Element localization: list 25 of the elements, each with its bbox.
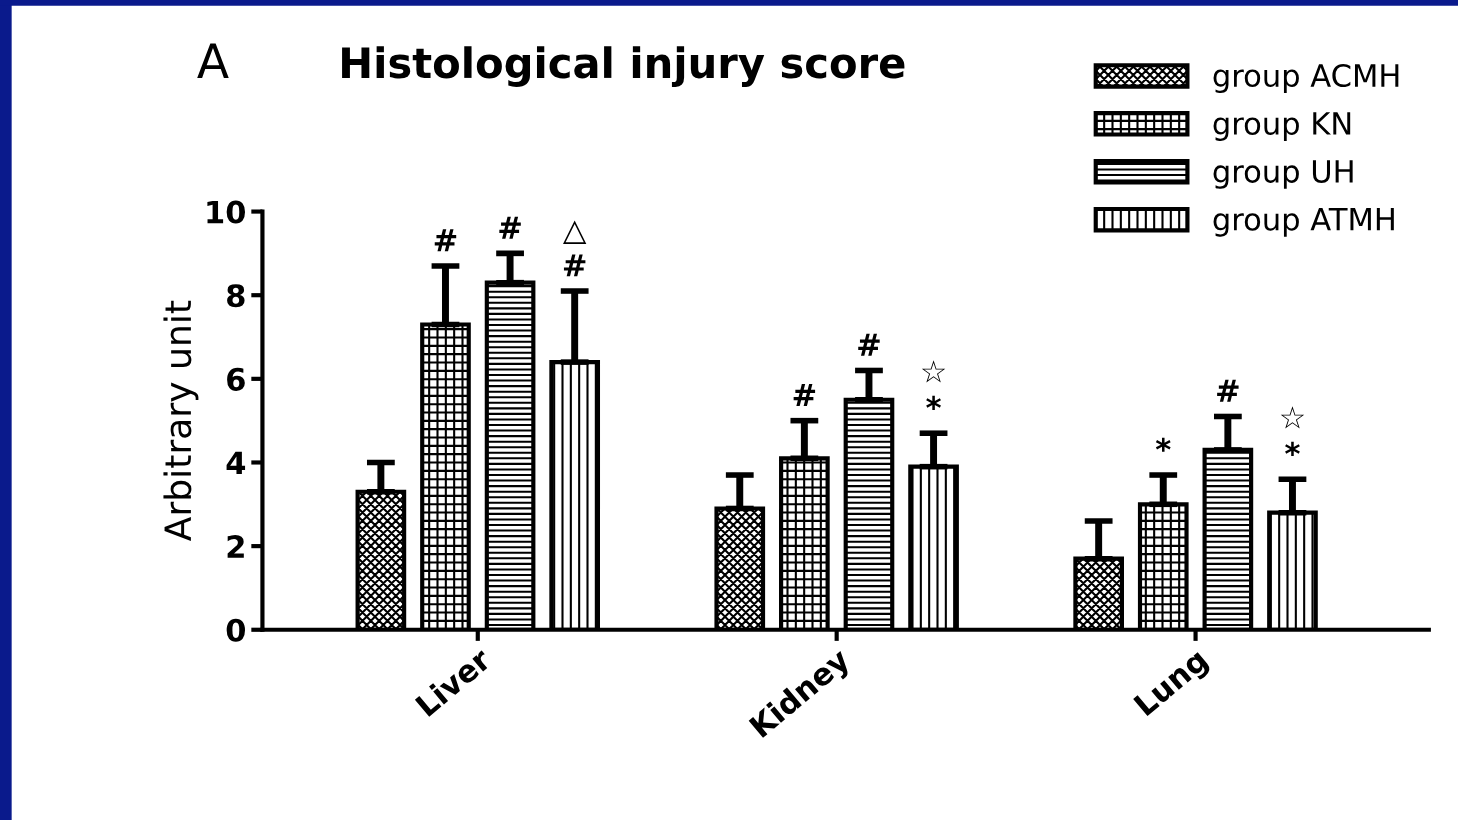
annotation: ☆ <box>921 360 946 383</box>
legend-label: group UH <box>1213 160 1353 189</box>
y-axis-title: Arbitrary unit <box>163 300 199 542</box>
annotation: * <box>926 395 941 411</box>
y-tick-label: 10 <box>207 200 246 224</box>
y-tick-label: 4 <box>226 451 246 475</box>
legend-label: group KN <box>1213 112 1351 141</box>
y-tick-label: 6 <box>227 367 245 391</box>
legend-label: group ATMH <box>1213 208 1394 237</box>
annotation: # <box>499 216 521 239</box>
annotation: # <box>793 384 816 406</box>
text: A <box>197 43 229 78</box>
annotation: * <box>1155 437 1171 452</box>
y-tick-label: 2 <box>227 535 244 558</box>
annotation: # <box>858 333 880 356</box>
annotation: # <box>1217 379 1239 402</box>
annotation: # <box>434 229 457 252</box>
annotation: △ <box>563 220 587 244</box>
annotation: ☆ <box>1280 406 1305 429</box>
legend-label: group ACMH <box>1213 63 1399 93</box>
annotation: * <box>1285 441 1300 457</box>
chart-title: Histological injury score <box>342 46 905 87</box>
y-tick-label: 8 <box>227 284 245 308</box>
annotation: # <box>563 254 586 277</box>
y-tick-label: 0 <box>226 618 246 642</box>
